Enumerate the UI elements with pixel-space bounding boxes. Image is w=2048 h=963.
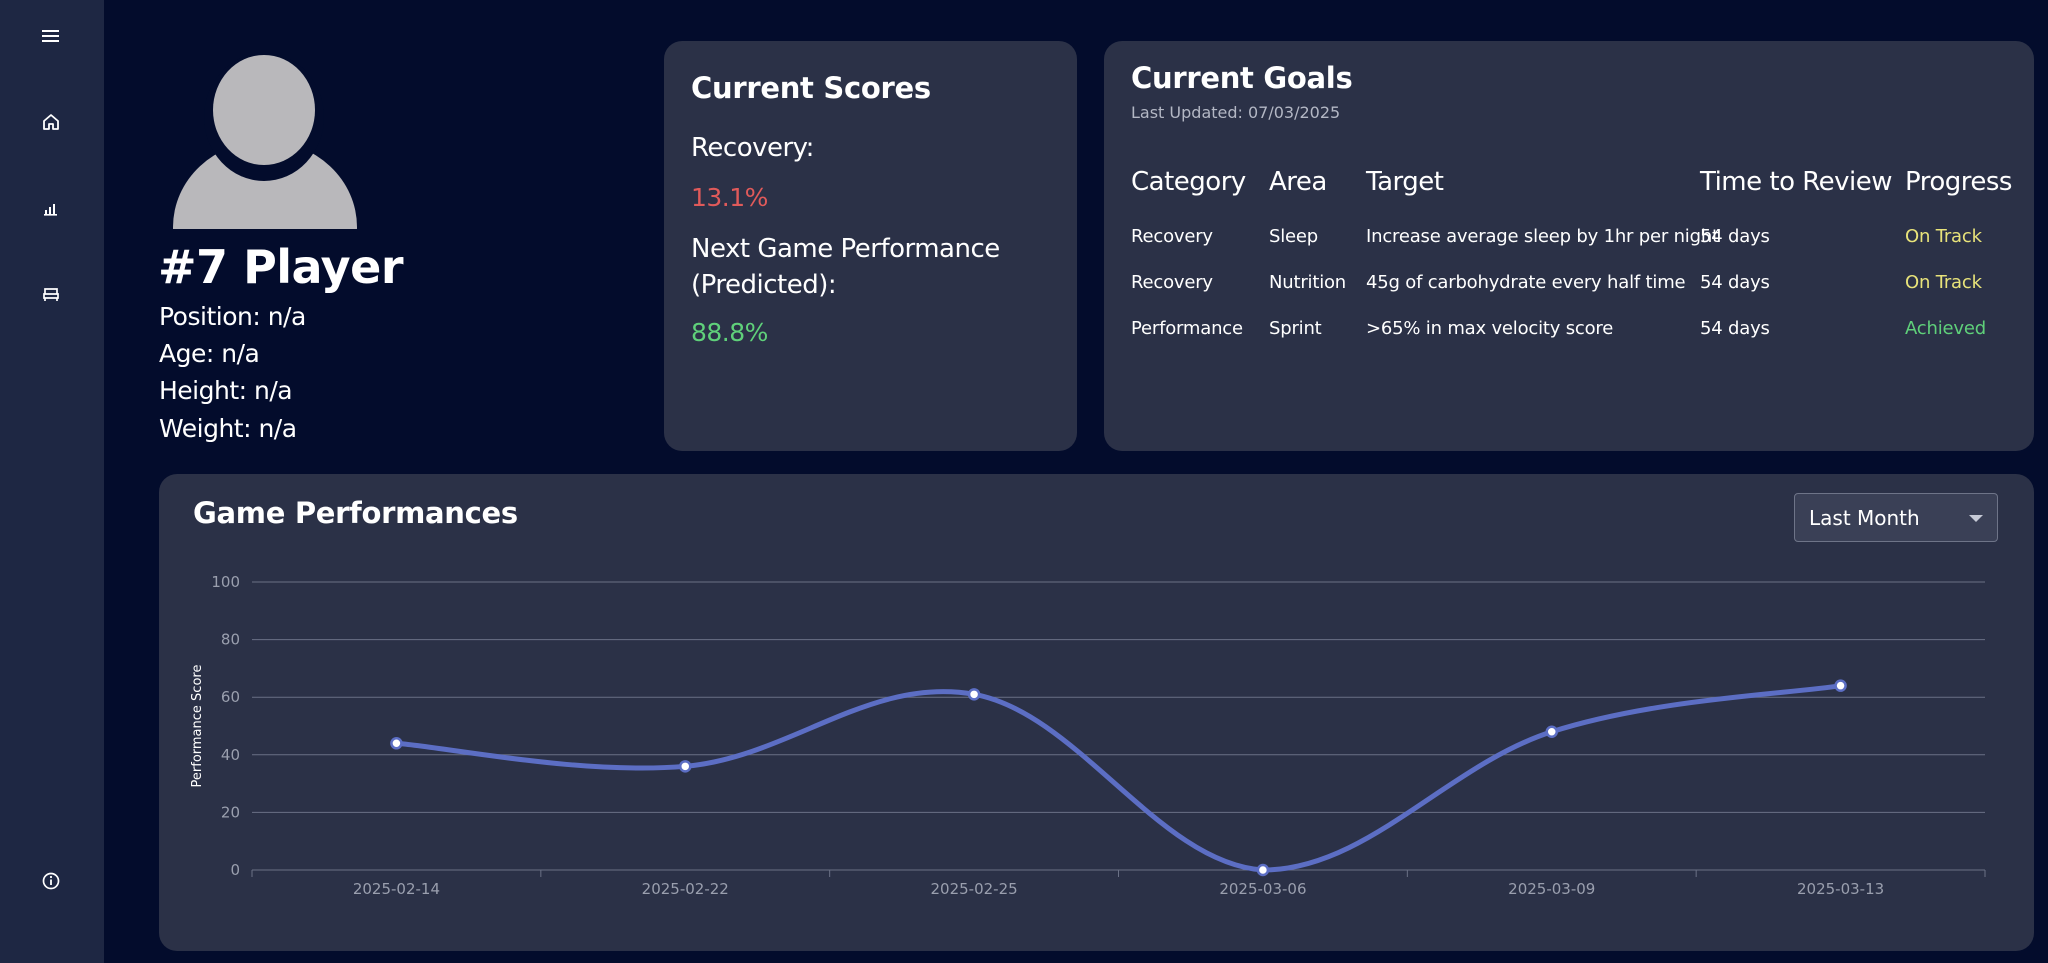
cell-area: Nutrition <box>1269 272 1347 293</box>
cell-time: 54 days <box>1700 272 1770 293</box>
recovery-label: Recovery: <box>691 133 814 163</box>
cell-category: Recovery <box>1131 226 1213 247</box>
header-category: Category <box>1131 167 1246 197</box>
game-performances-card: Game Performances Last Month 0 20 40 60 80 10… <box>159 474 2034 951</box>
player-position: Position: n/a <box>159 302 306 331</box>
series-line <box>393 683 1844 873</box>
x-tick-label: 2025-02-14 <box>353 880 440 898</box>
current-scores-title: Current Scores <box>691 71 931 105</box>
cell-category: Performance <box>1131 318 1243 339</box>
home-icon[interactable] <box>36 107 66 137</box>
next-game-value: 88.8% <box>691 318 768 347</box>
cell-progress: Achieved <box>1905 318 1986 339</box>
cell-progress: On Track <box>1905 272 1982 293</box>
player-age: Age: n/a <box>159 339 260 368</box>
cell-target: Increase average sleep by 1hr per night <box>1366 226 1719 247</box>
sidebar <box>0 0 104 963</box>
avatar <box>172 52 358 229</box>
chevron-down-icon <box>1969 515 1983 522</box>
data-point <box>1545 725 1558 739</box>
x-tick-label: 2025-03-06 <box>1219 880 1306 898</box>
data-point <box>1834 679 1847 692</box>
cell-target: 45g of carbohydrate every half time <box>1366 272 1686 293</box>
bar-chart-icon[interactable] <box>36 193 66 223</box>
cell-category: Recovery <box>1131 272 1213 293</box>
recovery-value: 13.1% <box>691 183 768 212</box>
current-goals-title: Current Goals <box>1131 61 1353 95</box>
next-game-label-line2: (Predicted): <box>691 270 837 300</box>
cell-time: 54 days <box>1700 318 1770 339</box>
menu-icon[interactable] <box>36 21 66 51</box>
game-performances-title: Game Performances <box>193 496 518 530</box>
y-tick-label: 80 <box>221 631 240 649</box>
player-name: #7 Player <box>158 240 404 294</box>
last-updated: Last Updated: 07/03/2025 <box>1131 103 1341 122</box>
bed-icon[interactable] <box>36 279 66 309</box>
y-axis-label: Performance Score <box>190 665 205 788</box>
cell-area: Sleep <box>1269 226 1319 247</box>
y-tick-label: 60 <box>221 688 240 706</box>
info-icon[interactable] <box>36 866 66 896</box>
cell-progress: On Track <box>1905 226 1982 247</box>
header-area: Area <box>1269 167 1327 197</box>
performance-chart: 0 20 40 60 80 100 2025-02-14 2025-02-22 2025-02-… <box>190 573 1986 898</box>
cell-time: 54 days <box>1700 226 1770 247</box>
header-progress: Progress <box>1905 167 2012 197</box>
y-tick-label: 40 <box>221 746 240 764</box>
data-point <box>390 737 403 750</box>
y-tick-label: 20 <box>221 803 240 821</box>
player-height: Height: n/a <box>159 376 293 405</box>
data-point <box>1256 863 1270 877</box>
header-time-to-review: Time to Review <box>1700 167 1893 197</box>
data-point <box>679 760 692 773</box>
cell-area: Sprint <box>1269 318 1322 339</box>
next-game-label-line1: Next Game Performance <box>691 234 1000 264</box>
cell-target: >65% in max velocity score <box>1366 318 1614 339</box>
x-tick-label: 2025-03-13 <box>1797 880 1884 898</box>
range-select[interactable]: Last Month <box>1794 493 1998 542</box>
range-select-value: Last Month <box>1809 506 1920 530</box>
x-tick-label: 2025-02-22 <box>642 880 729 898</box>
y-tick-label: 100 <box>211 573 240 591</box>
current-scores-card: Current Scores Recovery: 13.1% Next Game… <box>664 41 1077 451</box>
y-tick-label: 0 <box>230 861 240 879</box>
player-weight: Weight: n/a <box>159 414 297 443</box>
x-tick-label: 2025-03-09 <box>1508 880 1595 898</box>
x-tick-label: 2025-02-25 <box>930 880 1017 898</box>
current-goals-card: Current Goals Last Updated: 07/03/2025 C… <box>1104 41 2034 451</box>
header-target: Target <box>1366 167 1444 197</box>
data-point <box>967 688 981 701</box>
